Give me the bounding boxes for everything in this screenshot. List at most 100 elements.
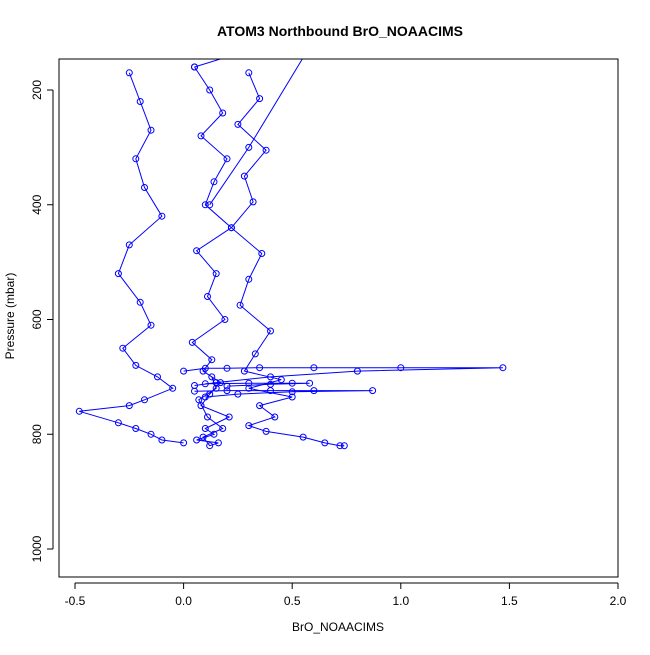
data-point xyxy=(204,413,211,421)
data-point xyxy=(208,373,216,381)
data-point xyxy=(147,321,155,329)
plot-frame xyxy=(58,58,619,578)
data-point xyxy=(119,344,127,352)
data-point xyxy=(212,379,220,387)
data-point xyxy=(288,388,296,396)
data-point xyxy=(271,413,279,421)
x-tick-label: -0.5 xyxy=(65,594,86,608)
y-tick-label: 1000 xyxy=(30,535,44,562)
x-tick-label: 0.0 xyxy=(175,594,192,608)
data-point xyxy=(204,293,211,300)
data-point xyxy=(225,413,233,421)
y-axis-label: Pressure (mbar) xyxy=(3,273,17,360)
data-point xyxy=(234,120,242,128)
data-point xyxy=(397,364,405,372)
data-point xyxy=(201,201,209,209)
data-point xyxy=(132,155,140,163)
data-point xyxy=(201,425,209,432)
y-tick-label: 400 xyxy=(30,194,44,214)
data-point xyxy=(206,442,214,450)
data-point xyxy=(201,364,209,372)
data-point xyxy=(288,393,296,401)
data-point xyxy=(353,367,361,375)
data-point xyxy=(256,95,264,103)
x-axis: -0.5 0.0 0.5 1.0 1.5 2.0 xyxy=(65,582,627,608)
data-point xyxy=(136,298,144,306)
data-point xyxy=(299,433,307,441)
y-tick-label: 200 xyxy=(30,80,44,100)
data-point xyxy=(310,364,318,372)
data-point xyxy=(245,422,253,430)
data-point xyxy=(262,146,270,154)
series-line-6 xyxy=(194,59,303,206)
data-point xyxy=(340,442,348,450)
data-point xyxy=(267,327,274,335)
x-tick-label: 0.5 xyxy=(284,594,301,608)
data-point xyxy=(154,373,161,381)
data-point xyxy=(212,270,220,278)
data-point xyxy=(147,430,155,438)
data-point xyxy=(208,356,216,364)
data-point xyxy=(132,425,140,432)
x-tick-label: 2.0 xyxy=(610,594,627,608)
data-point xyxy=(132,361,140,369)
data-point xyxy=(201,380,209,388)
data-point xyxy=(197,132,205,140)
data-point xyxy=(223,155,231,163)
data-point xyxy=(195,396,203,404)
data-point xyxy=(267,373,274,381)
data-point xyxy=(158,436,166,444)
data-point xyxy=(262,427,270,435)
series-3 xyxy=(180,364,507,389)
data-point xyxy=(245,69,253,77)
data-point xyxy=(256,364,264,372)
data-point xyxy=(210,430,218,438)
data-point xyxy=(193,436,201,444)
data-point xyxy=(75,407,83,415)
data-point xyxy=(251,350,259,358)
data-point xyxy=(234,390,242,398)
series-line-3 xyxy=(183,367,503,386)
data-point xyxy=(245,143,253,151)
series-line-0 xyxy=(191,66,233,447)
y-tick-label: 800 xyxy=(30,424,44,444)
data-point xyxy=(125,402,133,410)
data-point xyxy=(158,212,166,220)
data-point xyxy=(214,439,222,447)
data-point xyxy=(245,379,253,387)
data-point xyxy=(288,379,296,387)
data-point xyxy=(321,439,329,447)
data-point xyxy=(306,379,314,387)
data-point xyxy=(240,172,248,180)
data-point xyxy=(267,380,274,388)
series-line-5 xyxy=(205,382,310,387)
y-axis: 200 400 600 800 1000 xyxy=(30,80,54,562)
data-point xyxy=(223,382,231,390)
data-point xyxy=(236,301,244,309)
data-point xyxy=(219,109,227,117)
data-point xyxy=(223,387,231,395)
x-axis-label: BrO_NOAACIMS xyxy=(292,620,384,634)
data-point xyxy=(206,86,214,94)
data-point xyxy=(125,69,133,77)
data-point xyxy=(210,178,218,186)
data-point xyxy=(223,364,231,372)
data-point xyxy=(188,338,196,346)
data-point xyxy=(191,63,198,71)
data-point xyxy=(169,384,177,392)
data-point xyxy=(136,98,144,105)
series-6 xyxy=(191,59,303,209)
series-line-4 xyxy=(194,390,373,398)
data-point xyxy=(369,387,377,395)
data-point xyxy=(199,433,207,441)
data-point xyxy=(114,270,122,278)
data-point xyxy=(114,419,122,427)
y-tick-label: 600 xyxy=(30,309,44,329)
data-point xyxy=(141,184,148,191)
plot-area xyxy=(75,59,507,450)
series-4 xyxy=(191,387,377,401)
series-5 xyxy=(201,379,314,390)
data-point xyxy=(141,396,148,404)
series-line-1 xyxy=(79,72,184,444)
